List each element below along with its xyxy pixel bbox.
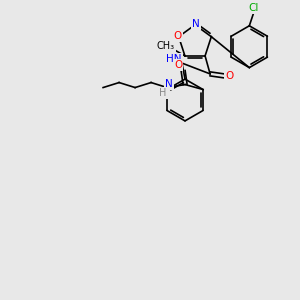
Text: Cl: Cl	[248, 3, 259, 13]
Text: O: O	[174, 59, 182, 70]
Text: N: N	[165, 79, 173, 88]
Text: CH₃: CH₃	[157, 41, 175, 51]
Text: N: N	[192, 19, 200, 29]
Text: H: H	[159, 88, 167, 98]
Text: HN: HN	[166, 54, 182, 64]
Text: O: O	[174, 31, 182, 41]
Text: O: O	[225, 71, 233, 81]
